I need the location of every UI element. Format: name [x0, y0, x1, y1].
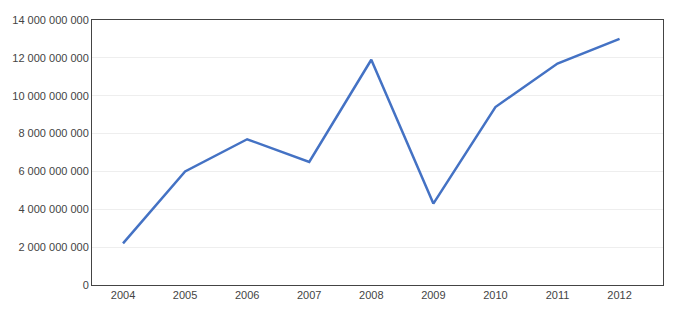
svg-text:2012: 2012: [607, 289, 631, 301]
svg-text:14 000 000 000: 14 000 000 000: [12, 14, 88, 26]
svg-text:4 000 000 000: 4 000 000 000: [18, 203, 88, 215]
svg-text:2011: 2011: [546, 289, 570, 301]
svg-text:2006: 2006: [235, 289, 259, 301]
svg-text:10 000 000 000: 10 000 000 000: [12, 90, 88, 102]
svg-text:2009: 2009: [421, 289, 445, 301]
svg-text:2 000 000 000: 2 000 000 000: [18, 241, 88, 253]
svg-text:2005: 2005: [173, 289, 197, 301]
svg-text:0: 0: [83, 279, 89, 291]
svg-text:2004: 2004: [111, 289, 135, 301]
svg-text:2007: 2007: [297, 289, 321, 301]
svg-text:2008: 2008: [359, 289, 383, 301]
svg-text:8 000 000 000: 8 000 000 000: [18, 127, 88, 139]
svg-text:6 000 000 000: 6 000 000 000: [18, 165, 88, 177]
svg-text:12 000 000 000: 12 000 000 000: [12, 52, 88, 64]
svg-text:2010: 2010: [483, 289, 507, 301]
